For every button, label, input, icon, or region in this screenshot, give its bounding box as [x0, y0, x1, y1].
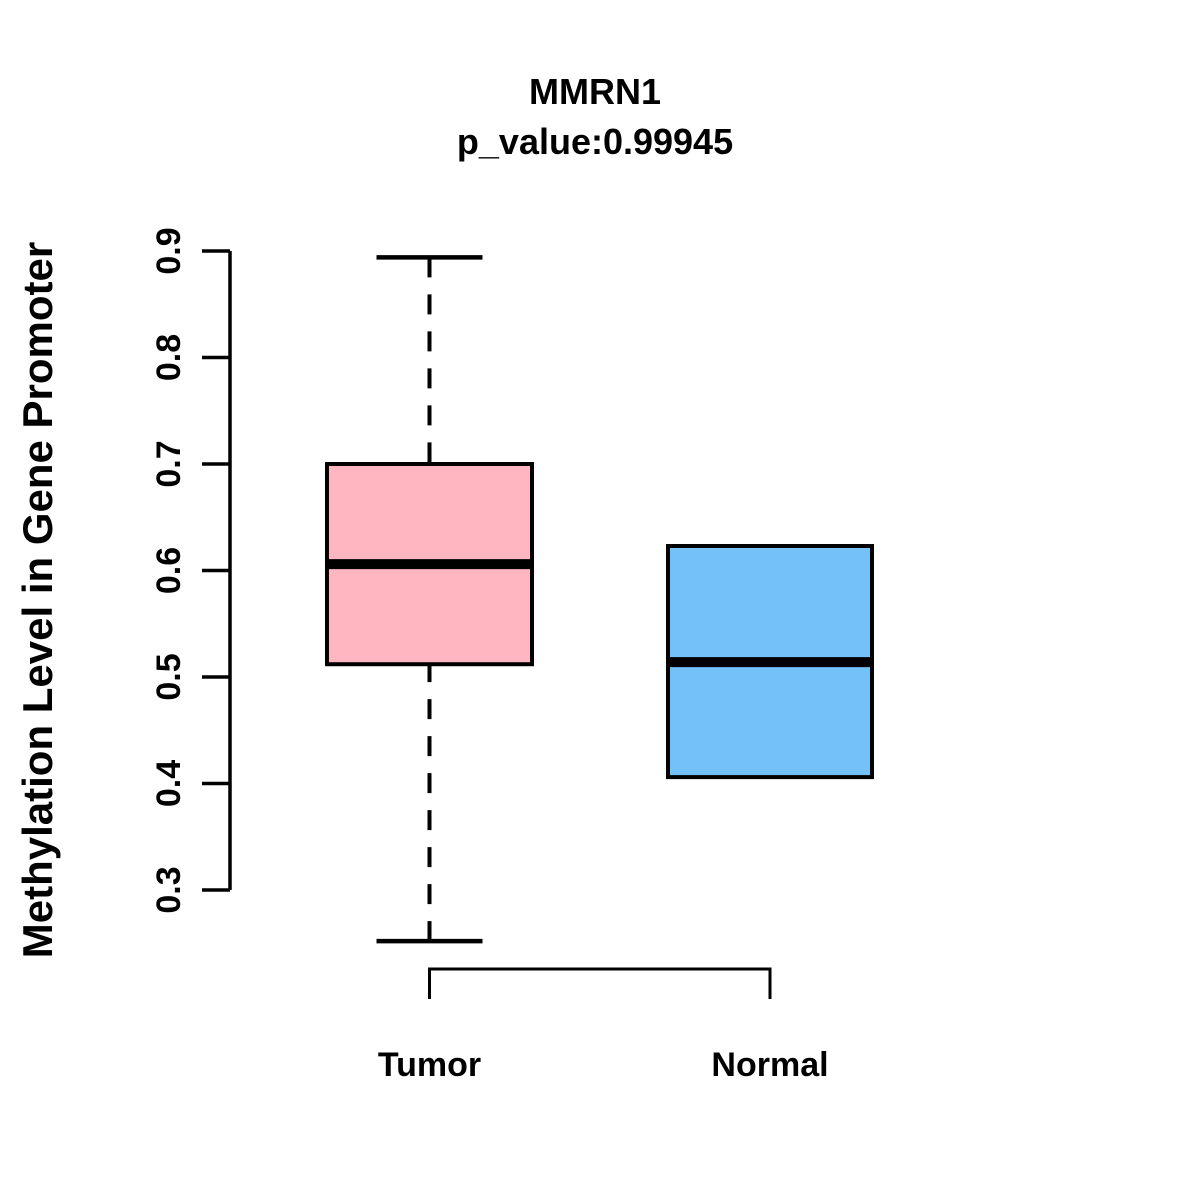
chart-title: MMRN1	[529, 71, 661, 112]
x-axis-bracket	[428, 967, 772, 999]
x-axis-label-normal: Normal	[711, 1046, 828, 1084]
chart-subtitle-pvalue: p_value:0.99945	[457, 121, 733, 162]
y-axis-title: Methylation Level in Gene Promoter	[14, 242, 61, 958]
y-axis-tick-label: 0.6	[150, 547, 188, 594]
x-axis-label-tumor: Tumor	[378, 1046, 481, 1084]
y-axis-tick-label: 0.7	[150, 440, 188, 487]
y-axis-tick-label: 0.3	[150, 866, 188, 913]
y-axis-tick-label: 0.5	[150, 653, 188, 700]
y-axis-tick-label: 0.4	[150, 760, 188, 807]
y-axis-tick-label: 0.9	[150, 227, 188, 274]
y-axis-tick-label: 0.8	[150, 334, 188, 381]
